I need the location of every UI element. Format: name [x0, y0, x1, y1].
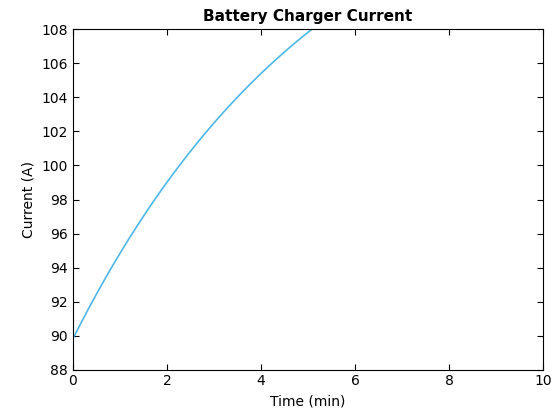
- Title: Battery Charger Current: Battery Charger Current: [203, 9, 413, 24]
- X-axis label: Time (min): Time (min): [270, 394, 346, 408]
- Y-axis label: Current (A): Current (A): [22, 161, 36, 238]
